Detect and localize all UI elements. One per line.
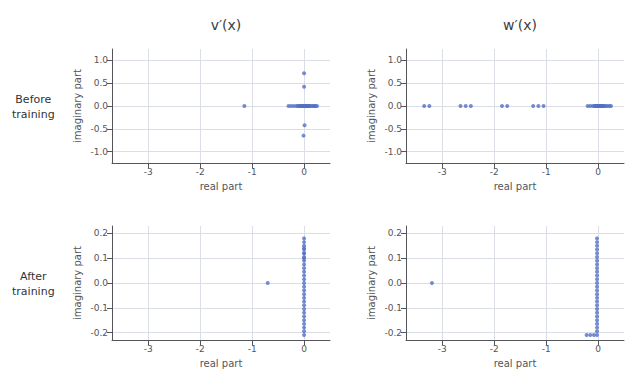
svg-text:-2: -2	[196, 344, 205, 354]
svg-text:real part: real part	[494, 358, 537, 369]
svg-text:imaginary part: imaginary part	[366, 69, 377, 143]
svg-text:1.0: 1.0	[94, 55, 109, 65]
svg-text:w′(x): w′(x)	[503, 17, 537, 33]
svg-text:-1: -1	[248, 344, 257, 354]
svg-text:-3: -3	[438, 167, 447, 177]
svg-text:training: training	[12, 108, 55, 121]
svg-text:training: training	[12, 285, 55, 298]
svg-text:-1: -1	[542, 344, 551, 354]
svg-text:0: 0	[301, 167, 307, 177]
svg-text:real part: real part	[200, 181, 243, 192]
svg-text:imaginary part: imaginary part	[366, 246, 377, 320]
svg-text:0.0: 0.0	[94, 101, 109, 111]
svg-text:-0.2: -0.2	[384, 328, 402, 338]
svg-text:imaginary part: imaginary part	[72, 246, 83, 320]
svg-text:1.0: 1.0	[388, 55, 403, 65]
svg-text:-0.5: -0.5	[90, 124, 108, 134]
svg-text:-1: -1	[542, 167, 551, 177]
svg-text:0: 0	[301, 344, 307, 354]
svg-text:-0.5: -0.5	[384, 124, 402, 134]
svg-text:v′(x): v′(x)	[211, 17, 242, 33]
svg-text:-0.1: -0.1	[90, 303, 108, 313]
svg-text:real part: real part	[200, 358, 243, 369]
svg-text:-1.0: -1.0	[384, 147, 402, 157]
svg-text:0: 0	[595, 344, 601, 354]
svg-text:imaginary part: imaginary part	[72, 69, 83, 143]
svg-text:-2: -2	[196, 167, 205, 177]
svg-text:After: After	[20, 270, 47, 283]
svg-text:0.2: 0.2	[388, 228, 402, 238]
svg-text:-3: -3	[438, 344, 447, 354]
svg-text:0.0: 0.0	[94, 278, 109, 288]
svg-text:real part: real part	[494, 181, 537, 192]
svg-text:-2: -2	[490, 344, 499, 354]
svg-text:0.2: 0.2	[94, 228, 108, 238]
svg-text:-3: -3	[144, 344, 153, 354]
svg-text:0: 0	[595, 167, 601, 177]
svg-text:-0.1: -0.1	[384, 303, 402, 313]
svg-text:-1.0: -1.0	[90, 147, 108, 157]
svg-text:0.0: 0.0	[388, 278, 403, 288]
svg-text:-2: -2	[490, 167, 499, 177]
svg-text:0.0: 0.0	[388, 101, 403, 111]
svg-text:-3: -3	[144, 167, 153, 177]
svg-text:0.1: 0.1	[388, 253, 402, 263]
svg-text:0.1: 0.1	[94, 253, 108, 263]
svg-text:Before: Before	[15, 93, 51, 106]
svg-text:-1: -1	[248, 167, 257, 177]
svg-text:0.5: 0.5	[388, 78, 402, 88]
svg-text:-0.2: -0.2	[90, 328, 108, 338]
svg-text:0.5: 0.5	[94, 78, 108, 88]
